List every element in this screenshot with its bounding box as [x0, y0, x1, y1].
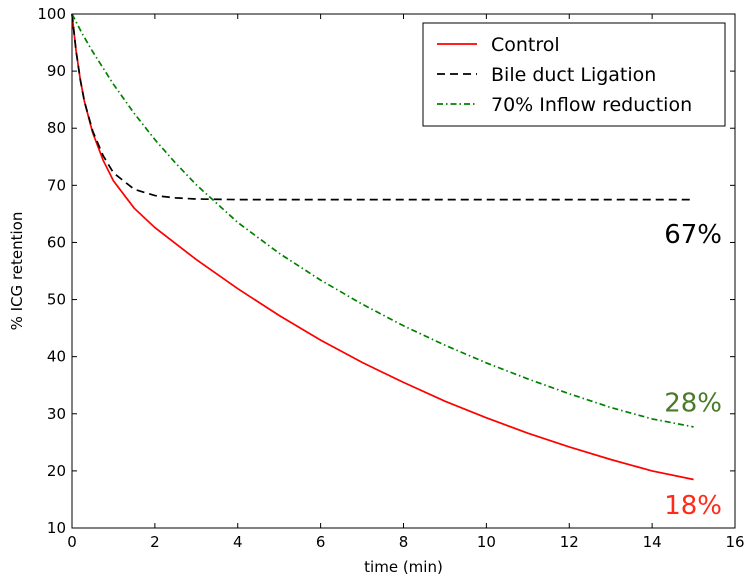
y-tick-label: 60 — [47, 233, 66, 251]
x-tick-label: 4 — [233, 533, 243, 551]
x-tick-label: 12 — [560, 533, 579, 551]
x-axis-label: time (min) — [364, 558, 443, 576]
x-tick-label: 8 — [399, 533, 409, 551]
series-line-2 — [71, 13, 694, 428]
y-tick-label: 40 — [47, 348, 66, 366]
legend-label-1: Bile duct Ligation — [491, 64, 656, 86]
x-tick-label: 6 — [316, 533, 326, 551]
y-tick-label: 100 — [37, 5, 66, 23]
legend-label-2: 70% Inflow reduction — [491, 94, 692, 116]
y-axis-label: % ICG retention — [8, 212, 26, 331]
annotation-1: 28% — [664, 388, 722, 418]
x-tick-label: 0 — [67, 533, 77, 551]
legend-label-0: Control — [491, 34, 560, 56]
x-tick-label: 10 — [477, 533, 496, 551]
annotations: 67% 28% 18% — [664, 220, 722, 521]
series-layer — [71, 13, 694, 481]
x-tick-label: 14 — [643, 533, 662, 551]
y-tick-label: 70 — [47, 176, 66, 194]
annotation-0: 67% — [664, 220, 722, 250]
y-tick-label: 30 — [47, 405, 66, 423]
y-tick-label: 20 — [47, 462, 66, 480]
y-tick-label: 80 — [47, 119, 66, 137]
ticks-layer: 0 2 4 6 8 10 12 14 16 10 20 30 40 50 60 70 80 90 100 — [37, 5, 744, 551]
y-tick-label: 50 — [47, 291, 66, 309]
y-tick-label: 10 — [47, 519, 66, 537]
y-tick-label: 90 — [47, 62, 66, 80]
annotation-2: 18% — [664, 491, 722, 521]
x-tick-label: 16 — [725, 533, 744, 551]
legend: Control Bile duct Ligation 70% Inflow redu… — [422, 22, 726, 127]
x-tick-label: 2 — [150, 533, 160, 551]
series-line-1 — [71, 13, 694, 201]
legend-box — [422, 22, 726, 127]
